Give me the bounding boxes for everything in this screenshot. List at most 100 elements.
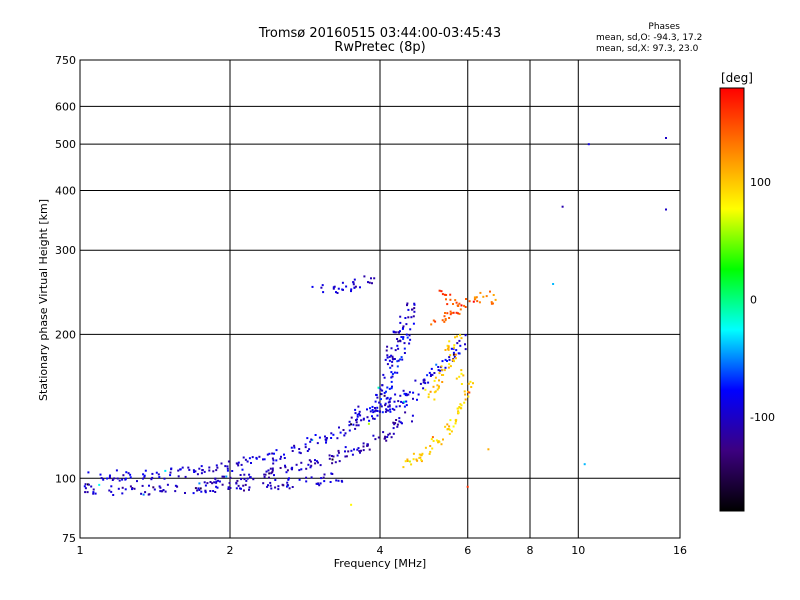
data-point [148, 484, 150, 487]
data-point [399, 330, 401, 333]
chart-title: Tromsø 20160515 03:44:00-03:45:43 [258, 26, 502, 41]
data-point [94, 492, 97, 495]
data-point [150, 478, 153, 481]
data-point [314, 459, 316, 462]
data-point [378, 401, 381, 404]
data-point [298, 469, 301, 472]
data-point [300, 461, 303, 464]
data-point [450, 347, 453, 350]
data-point [432, 385, 435, 388]
data-point [92, 492, 95, 495]
data-point [388, 359, 391, 362]
data-point [458, 375, 461, 378]
data-point [329, 481, 332, 483]
data-point [366, 443, 369, 446]
data-point [350, 423, 352, 426]
data-point [244, 458, 247, 461]
data-point [389, 408, 391, 411]
data-point [268, 472, 271, 475]
data-point [367, 281, 369, 284]
data-point [422, 387, 425, 390]
data-point [131, 488, 133, 491]
data-point [84, 483, 87, 486]
data-point [391, 373, 394, 375]
data-point [464, 348, 467, 351]
data-point [269, 481, 272, 484]
data-point [458, 406, 461, 408]
data-point [330, 472, 333, 475]
data-point [179, 468, 182, 471]
data-point [422, 381, 425, 384]
data-point [386, 436, 389, 438]
data-point [402, 389, 405, 392]
data-point [412, 322, 415, 325]
x-axis-label: Frequency [MHz] [334, 557, 426, 570]
data-point [371, 415, 373, 418]
data-point [108, 475, 111, 478]
y-tick-label: 100 [55, 472, 76, 485]
data-point [390, 347, 393, 350]
data-point [348, 429, 351, 432]
y-tick-label: 500 [55, 138, 76, 151]
data-point [286, 484, 289, 486]
data-point [398, 405, 401, 408]
data-point [460, 383, 463, 385]
data-point [374, 409, 377, 412]
data-point [445, 294, 448, 296]
data-point [441, 368, 444, 371]
data-point [389, 397, 392, 400]
data-point [307, 463, 310, 466]
data-point [385, 408, 388, 411]
data-point [248, 488, 250, 491]
data-point [372, 417, 374, 420]
data-point [452, 347, 455, 350]
data-point [345, 285, 348, 288]
data-point [401, 358, 404, 361]
data-point [583, 463, 586, 466]
data-point [371, 405, 374, 408]
data-point [368, 448, 371, 451]
data-point [366, 416, 369, 419]
data-point [152, 486, 155, 489]
data-point [184, 475, 187, 478]
data-point [344, 432, 347, 435]
data-point [287, 478, 290, 481]
data-point [164, 490, 167, 493]
data-point [225, 475, 228, 478]
data-point [124, 488, 127, 491]
data-point [455, 311, 458, 314]
data-point [449, 419, 452, 422]
data-point [403, 352, 406, 354]
data-point [203, 470, 206, 473]
data-point [213, 481, 216, 484]
data-point [420, 454, 423, 457]
data-point [249, 476, 252, 479]
data-point [317, 461, 319, 464]
data-point [418, 456, 421, 459]
data-point [158, 476, 161, 479]
data-point [448, 356, 451, 359]
data-point [170, 468, 173, 471]
data-point [428, 452, 431, 455]
data-point [83, 485, 86, 488]
data-point [288, 487, 291, 490]
data-point [148, 493, 151, 496]
data-point [142, 477, 144, 480]
data-point [117, 487, 120, 490]
data-point [214, 477, 217, 480]
data-point [411, 308, 413, 311]
data-point [401, 422, 403, 425]
data-point [125, 471, 128, 474]
data-point [397, 400, 400, 403]
data-point [382, 373, 385, 376]
data-point [393, 371, 396, 374]
data-point [348, 420, 351, 423]
data-point [400, 400, 403, 403]
data-point [245, 479, 248, 482]
data-point [449, 313, 452, 316]
data-point [438, 289, 441, 292]
data-point [229, 476, 232, 479]
data-point [478, 301, 481, 304]
data-point [265, 470, 268, 473]
data-point [385, 397, 388, 400]
